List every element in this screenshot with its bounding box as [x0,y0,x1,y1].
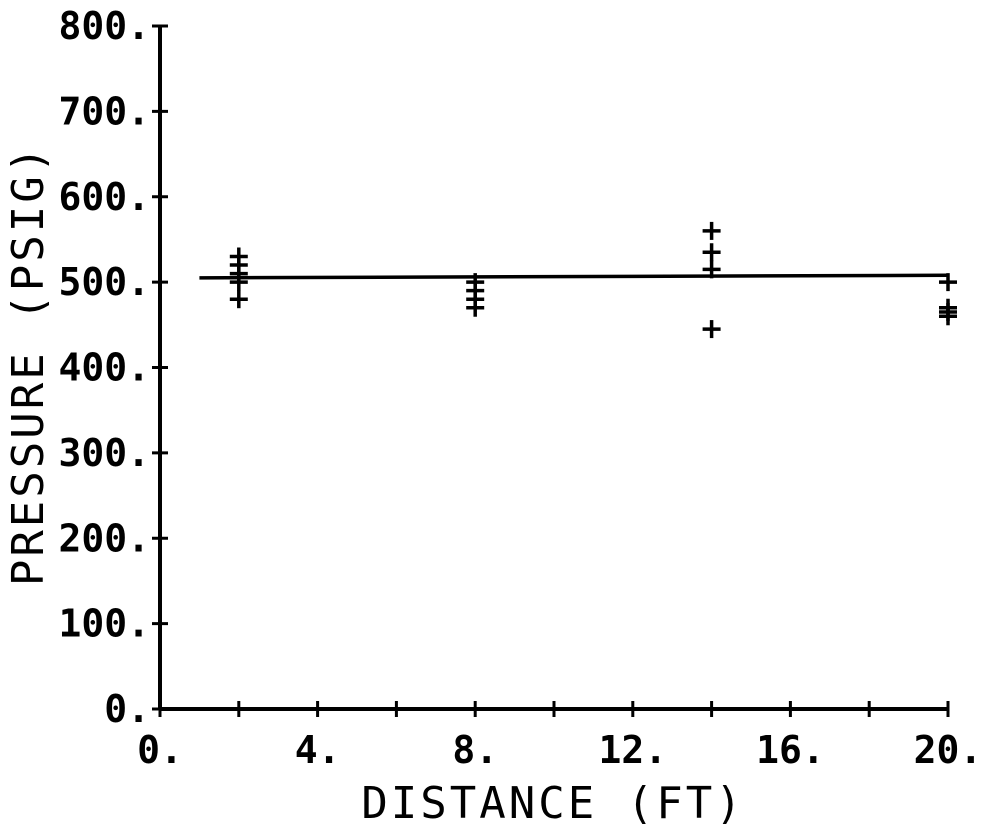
data-point [702,221,721,240]
data-point [702,260,721,279]
y-tick-label: 0. [104,687,150,731]
data-point [702,243,721,262]
fit-line-group [199,273,949,280]
y-tick-label: 700. [58,89,150,133]
data-point [939,307,957,326]
x-tick-label: 16. [756,728,825,772]
y-axis-title: PRESSURE (PSIG) [3,144,54,586]
y-tick-label: 100. [58,602,150,646]
x-tick-label: 4. [295,728,341,772]
axes [158,26,948,711]
y-tick-label: 400. [58,346,150,390]
data-point [229,273,248,292]
y-tick-label: 300. [58,431,150,475]
y-tick-label: 500. [58,260,150,304]
data-point [229,290,248,309]
x-tick-label: 0. [137,728,183,772]
y-tick-label: 200. [58,516,150,560]
y-tick-label: 600. [58,175,150,219]
data-points [229,221,957,339]
y-tick-label: 800. [58,4,150,48]
data-point [702,320,721,339]
x-tick-label: 8. [452,728,498,772]
y-axis-ticks: 0. 100. 200. 300. 400. 500. 600. 700. 800. [58,4,168,731]
data-point [939,273,957,292]
data-point [466,298,485,317]
fit-line [199,273,949,280]
x-axis-ticks: 0. 4. 8. 12. 16. 20. [137,701,982,772]
x-axis-title: DISTANCE (FT) [361,778,744,826]
x-tick-label: 12. [598,728,667,772]
x-tick-label: 20. [914,728,983,772]
